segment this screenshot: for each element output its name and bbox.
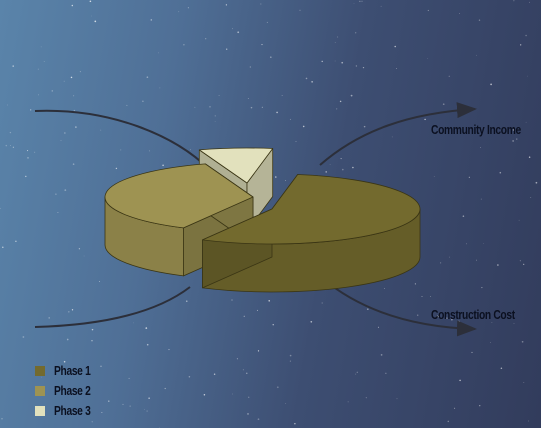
slice-top-phase-3 — [198, 147, 274, 184]
legend-label-phase-3: Phase 3 — [54, 404, 91, 418]
slice-top-phase-1 — [202, 174, 421, 245]
legend-label-phase-1: Phase 1 — [54, 364, 91, 378]
slice-top-phase-2 — [104, 163, 254, 229]
legend-item-phase-2: Phase 2 — [35, 381, 98, 401]
chart-legend: Phase 1 Phase 2 Phase 3 — [35, 361, 98, 421]
annotation-construction-cost: Construction Cost — [431, 308, 515, 322]
arrow-curve-left-upper — [34, 109, 211, 171]
legend-swatch-phase-3 — [35, 406, 45, 416]
arrow-curve-left-lower — [34, 286, 191, 328]
arrow-curve-community-income — [319, 102, 477, 166]
legend-swatch-phase-2 — [35, 386, 45, 396]
annotation-community-income: Community Income — [431, 123, 521, 137]
legend-item-phase-1: Phase 1 — [35, 361, 98, 381]
legend-label-phase-2: Phase 2 — [54, 384, 91, 398]
legend-swatch-phase-1 — [35, 366, 45, 376]
legend-item-phase-3: Phase 3 — [35, 401, 98, 421]
